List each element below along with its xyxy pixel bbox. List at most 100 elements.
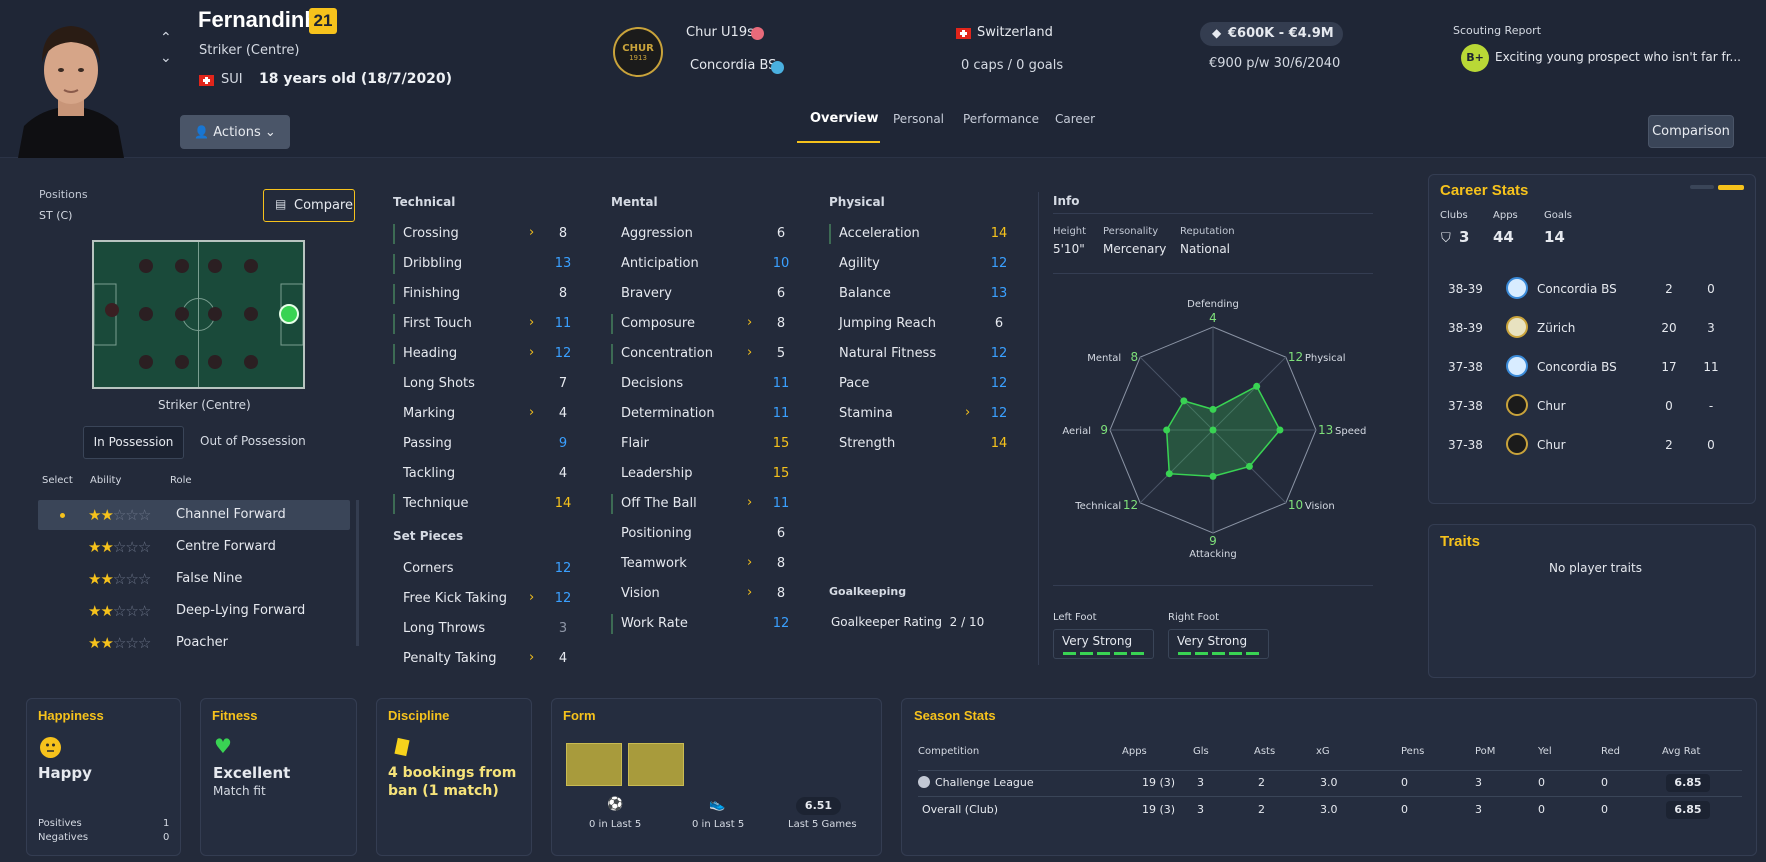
attribute-row[interactable]: Corners 12 <box>393 556 579 582</box>
season-col-header[interactable]: PoM <box>1475 746 1496 757</box>
attribute-row[interactable]: Dribbling 13 <box>393 251 579 277</box>
form-match-block[interactable] <box>628 743 684 786</box>
role-row[interactable]: ★★☆☆☆ Poacher <box>38 628 350 658</box>
attribute-row[interactable]: Vision › 8 <box>611 581 797 607</box>
comparison-button[interactable]: Comparison <box>1648 115 1734 148</box>
attribute-row[interactable]: Marking › 4 <box>393 401 579 427</box>
career-row[interactable]: 37-38 Chur 0 - <box>1436 388 1726 426</box>
role-list-scrollbar[interactable] <box>356 500 359 646</box>
tab-performance[interactable]: Performance <box>963 112 1040 126</box>
attribute-row[interactable]: Teamwork › 8 <box>611 551 797 577</box>
actions-button[interactable]: 👤 Actions ⌄ <box>180 115 290 149</box>
attribute-row[interactable]: Balance 13 <box>829 281 1015 307</box>
attribute-row[interactable]: Work Rate 12 <box>611 611 797 637</box>
attribute-row[interactable]: Off The Ball › 11 <box>611 491 797 517</box>
tab-out-of-possession[interactable]: Out of Possession <box>200 434 306 448</box>
player-age: 18 years old (18/7/2020) <box>259 71 453 87</box>
career-season: 37-38 <box>1448 360 1483 374</box>
season-col-header[interactable]: Asts <box>1254 746 1276 757</box>
attribute-name: Stamina <box>839 406 893 421</box>
career-apps: 0 <box>1665 399 1673 413</box>
attribute-row[interactable]: Tackling 4 <box>393 461 579 487</box>
attribute-row[interactable]: Free Kick Taking › 12 <box>393 586 579 612</box>
attribute-row[interactable]: Technique 14 <box>393 491 579 517</box>
fitness-card[interactable] <box>200 698 357 856</box>
role-row[interactable]: ★★☆☆☆ Deep-Lying Forward <box>38 596 350 626</box>
tab-personal[interactable]: Personal <box>893 112 945 126</box>
attribute-row[interactable]: Bravery 6 <box>611 281 797 307</box>
season-col-header[interactable]: Yel <box>1538 746 1552 757</box>
season-competition[interactable]: Challenge League <box>935 776 1034 789</box>
radar-value: 10 <box>1288 498 1303 512</box>
role-row[interactable]: ★★☆☆☆ False Nine <box>38 564 350 594</box>
tab-overview[interactable]: Overview <box>810 111 879 126</box>
compare-button[interactable]: ▤ Compare <box>263 189 355 222</box>
season-stat-cell: 0 <box>1538 776 1545 789</box>
attribute-row[interactable]: Penalty Taking › 4 <box>393 646 579 672</box>
attribute-row[interactable]: Heading › 12 <box>393 341 579 367</box>
attribute-row[interactable]: Jumping Reach 6 <box>829 311 1015 337</box>
career-row[interactable]: 37-38 Chur 2 0 <box>1436 427 1726 465</box>
form-match-block[interactable] <box>566 743 622 786</box>
attribute-row[interactable]: Long Throws 3 <box>393 616 579 642</box>
attribute-row[interactable]: Agility 12 <box>829 251 1015 277</box>
attribute-row[interactable]: Strength 14 <box>829 431 1015 457</box>
next-player-icon[interactable]: ⌄ <box>160 50 172 66</box>
attribute-value: 11 <box>772 376 790 391</box>
attribute-row[interactable]: Composure › 8 <box>611 311 797 337</box>
attribute-row[interactable]: Pace 12 <box>829 371 1015 397</box>
attribute-row[interactable]: Passing 9 <box>393 431 579 457</box>
chevron-right-icon: › <box>747 495 753 510</box>
attribute-row[interactable]: Long Shots 7 <box>393 371 579 397</box>
star-icon: ☆ <box>112 538 126 556</box>
transfer-value[interactable]: ◆ €600K - €4.9M <box>1200 22 1343 46</box>
wage-contract: €900 p/w 30/6/2040 <box>1209 56 1341 71</box>
attribute-row[interactable]: Leadership 15 <box>611 461 797 487</box>
role-row[interactable]: ★★☆☆☆ Centre Forward <box>38 532 350 562</box>
club-badge[interactable]: CHUR 1913 <box>613 27 663 77</box>
attribute-row[interactable]: Aggression 6 <box>611 221 797 247</box>
season-stats-card[interactable] <box>901 698 1757 856</box>
season-col-header[interactable]: Pens <box>1401 746 1425 757</box>
attribute-row[interactable]: Acceleration 14 <box>829 221 1015 247</box>
attribute-row[interactable]: Positioning 6 <box>611 521 797 547</box>
attribute-row[interactable]: Determination 11 <box>611 401 797 427</box>
national-team[interactable]: Switzerland <box>977 25 1053 40</box>
season-competition[interactable]: Overall (Club) <box>922 803 999 816</box>
tab-in-possession[interactable]: In Possession <box>83 426 184 459</box>
attribute-row[interactable]: Crossing › 8 <box>393 221 579 247</box>
discipline-card[interactable] <box>376 698 532 856</box>
carousel-dot-active[interactable] <box>1718 185 1744 190</box>
attribute-row[interactable]: Natural Fitness 12 <box>829 341 1015 367</box>
season-stat-cell: 3.0 <box>1320 776 1338 789</box>
season-col-header[interactable]: Gls <box>1193 746 1209 757</box>
career-row[interactable]: 38-39 Zürich 20 3 <box>1436 310 1726 348</box>
season-col-header[interactable]: Avg Rat <box>1662 746 1701 757</box>
right-foot-label: Right Foot <box>1168 612 1220 623</box>
club-secondary[interactable]: Concordia BS <box>690 58 777 73</box>
attribute-row[interactable]: Decisions 11 <box>611 371 797 397</box>
happiness-card[interactable] <box>26 698 181 856</box>
attribute-row[interactable]: Anticipation 10 <box>611 251 797 277</box>
scouting-summary[interactable]: Exciting young prospect who isn't far fr… <box>1495 50 1741 64</box>
attribute-row[interactable]: Concentration › 5 <box>611 341 797 367</box>
tab-career[interactable]: Career <box>1055 112 1096 126</box>
club-primary[interactable]: Chur U19s <box>686 25 754 40</box>
radar-value: 4 <box>1209 311 1217 325</box>
carousel-dot[interactable] <box>1690 185 1714 189</box>
attribute-row[interactable]: Stamina › 12 <box>829 401 1015 427</box>
attribute-row[interactable]: Finishing 8 <box>393 281 579 307</box>
attribute-value: 10 <box>772 256 790 271</box>
positions-value: ST (C) <box>39 209 73 222</box>
career-row[interactable]: 37-38 Concordia BS 17 11 <box>1436 349 1726 387</box>
season-col-header[interactable]: Apps <box>1122 746 1147 757</box>
career-row[interactable]: 38-39 Concordia BS 2 0 <box>1436 271 1726 309</box>
role-row[interactable]: ★★☆☆☆ Channel Forward <box>38 500 350 530</box>
attribute-name: First Touch <box>403 316 472 331</box>
attribute-row[interactable]: First Touch › 11 <box>393 311 579 337</box>
attribute-row[interactable]: Flair 15 <box>611 431 797 457</box>
position-pitch[interactable] <box>92 240 305 389</box>
season-col-header[interactable]: Red <box>1601 746 1620 757</box>
season-col-header[interactable]: xG <box>1316 746 1330 757</box>
prev-player-icon[interactable]: ⌃ <box>160 30 172 46</box>
